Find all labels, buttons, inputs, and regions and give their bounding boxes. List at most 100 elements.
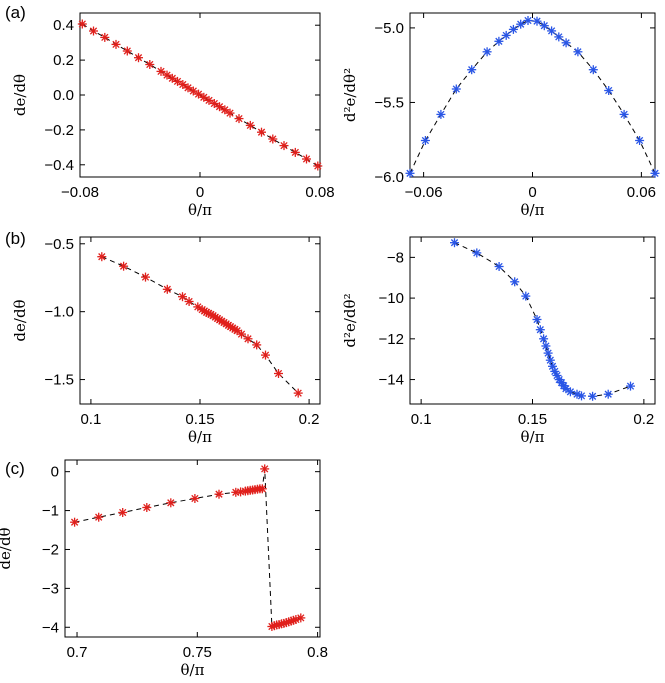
chart-c-point bbox=[257, 484, 267, 494]
chart-a-left-point bbox=[313, 161, 323, 171]
chart-a-left-xtick-label: 0.08 bbox=[305, 184, 334, 201]
chart-a-right-point bbox=[494, 36, 504, 46]
chart-a-right-point bbox=[501, 30, 511, 40]
chart-b-right-ytick-label: −12 bbox=[379, 331, 404, 348]
chart-c-point bbox=[190, 494, 200, 503]
chart-b-left-point bbox=[119, 261, 129, 271]
chart-b-right-ylabel: d²e/dθ² bbox=[341, 293, 359, 347]
chart-a-left-point bbox=[268, 134, 278, 144]
chart-b-right-xtick-label: 0.2 bbox=[633, 411, 654, 428]
chart-c-ylabel: de/dθ bbox=[0, 527, 14, 569]
chart-c-ytick-label: −3 bbox=[42, 580, 59, 597]
chart-b-right-point bbox=[510, 277, 520, 287]
chart-a-left-point bbox=[290, 147, 300, 157]
chart-c-point bbox=[260, 464, 270, 474]
chart-a-right-point bbox=[539, 21, 549, 31]
chart-a-left-point bbox=[156, 66, 166, 76]
chart-b-right-point bbox=[626, 381, 635, 391]
chart-c-xtick-label: 0.8 bbox=[307, 644, 328, 661]
chart-a-right-point bbox=[516, 19, 526, 29]
chart-b-left-point bbox=[97, 252, 107, 262]
chart-a-left-point bbox=[173, 76, 182, 86]
chart-b-right-point bbox=[532, 315, 542, 324]
chart-a-right-point bbox=[436, 109, 446, 119]
chart-a-left-xtick-label: 0 bbox=[196, 184, 204, 201]
chart-b-right-point bbox=[565, 387, 575, 397]
chart-a-left-ytick-label: −0.4 bbox=[44, 157, 74, 174]
chart-b-right-point bbox=[494, 262, 504, 271]
chart-a-right-point bbox=[532, 16, 542, 26]
chart-a-right-ylabel: d²e/dθ² bbox=[341, 68, 359, 122]
chart-b-left-point bbox=[162, 284, 172, 294]
chart-a-right-point bbox=[482, 47, 492, 57]
chart-a-left-point bbox=[134, 53, 143, 63]
chart-c-point bbox=[296, 613, 306, 623]
chart-a-right-xlabel: θ/π bbox=[521, 201, 545, 219]
chart-a-right-ytick-label: −5.5 bbox=[374, 94, 404, 111]
chart-a-right-ytick-label: −6.0 bbox=[374, 169, 404, 186]
chart-c: 0.7 0.75 0.8 0 −1 −2 −3 −4 θ/π de/dθ bbox=[0, 459, 328, 679]
chart-a-right-point bbox=[547, 26, 557, 36]
chart-a-left-point bbox=[89, 26, 98, 36]
chart-a-left-point bbox=[178, 80, 188, 89]
chart-b-right-point bbox=[535, 325, 545, 335]
chart-b-right-point bbox=[543, 348, 553, 358]
chart-a-left-point bbox=[188, 86, 198, 96]
chart-a-left-ytick-label: 0.2 bbox=[53, 52, 74, 69]
chart-b-left-point bbox=[178, 292, 187, 302]
chart-a-left-ytick-label: 0.0 bbox=[53, 87, 74, 104]
chart-a-right-xtick-label: −0.06 bbox=[405, 184, 443, 201]
chart-b-left: 0.1 0.15 0.2 −0.5 −1.0 −1.5 θ/π de/dθ bbox=[11, 236, 321, 446]
chart-a-right-xtick-label: 0.06 bbox=[627, 184, 656, 201]
chart-b-right: 0.1 0.15 0.2 −8 −10 −12 −14 θ/π d²e/dθ² bbox=[341, 236, 656, 446]
chart-a-left-point bbox=[279, 141, 289, 151]
chart-b-left-point bbox=[252, 340, 262, 350]
chart-a-left-point bbox=[220, 105, 230, 115]
chart-b-left-xtick-label: 0.15 bbox=[185, 411, 214, 428]
chart-a-right-point bbox=[523, 16, 533, 25]
chart-a-left-ylabel: de/dθ bbox=[11, 74, 29, 116]
chart-b-left-frame bbox=[79, 236, 321, 405]
chart-a-left-point bbox=[111, 39, 121, 49]
chart-b-left-ytick-label: −0.5 bbox=[44, 236, 74, 253]
chart-a-right-point bbox=[420, 136, 430, 145]
chart-c-point bbox=[166, 498, 176, 508]
chart-a-left-point bbox=[209, 99, 219, 108]
chart-b-right-fit-line bbox=[454, 242, 631, 397]
chart-c-ytick-label: −1 bbox=[42, 503, 59, 520]
chart-a-left-point bbox=[122, 46, 132, 56]
chart-a-left-point bbox=[100, 32, 110, 42]
chart-b-left-point bbox=[261, 350, 270, 360]
chart-a-right-point bbox=[467, 65, 477, 75]
chart-a-right-point bbox=[650, 168, 660, 178]
chart-b-left-point bbox=[232, 326, 242, 336]
chart-a-right: −0.06 0 0.06 −5.0 −5.5 −6.0 θ/π d²e/dθ² bbox=[341, 12, 660, 219]
chart-b-right-point bbox=[541, 341, 551, 351]
chart-c-xtick-label: 0.75 bbox=[183, 644, 212, 661]
chart-a-right-point bbox=[588, 65, 598, 75]
chart-b-right-point bbox=[577, 391, 586, 401]
chart-a-right-point bbox=[561, 38, 571, 48]
chart-a-left-point bbox=[257, 127, 266, 137]
chart-a-left-point bbox=[225, 108, 235, 118]
chart-b-right-point bbox=[603, 389, 613, 399]
chart-b-left-point bbox=[293, 388, 303, 398]
chart-a-left-point bbox=[302, 154, 311, 164]
chart-b-right-xtick-label: 0.1 bbox=[411, 411, 432, 428]
chart-b-right-xtick-label: 0.15 bbox=[518, 411, 547, 428]
chart-c-point bbox=[142, 503, 152, 512]
chart-a-right-point bbox=[573, 47, 583, 57]
chart-b-right-frame bbox=[409, 236, 656, 405]
chart-c-xlabel: θ/π bbox=[181, 661, 205, 679]
chart-b-right-point bbox=[472, 248, 482, 258]
chart-c-frame bbox=[64, 459, 321, 638]
chart-b-left-ytick-label: −1.0 bbox=[44, 304, 74, 321]
panel-label-b: (b) bbox=[5, 229, 26, 248]
chart-b-right-point bbox=[561, 384, 571, 394]
chart-b-left-xtick-label: 0.2 bbox=[299, 411, 320, 428]
chart-c-ytick-label: 0 bbox=[51, 464, 59, 481]
chart-a-right-point bbox=[451, 84, 461, 94]
chart-a-right-point bbox=[508, 24, 518, 34]
chart-a-right-fit-line bbox=[409, 19, 656, 174]
chart-a-right-frame bbox=[409, 12, 656, 178]
